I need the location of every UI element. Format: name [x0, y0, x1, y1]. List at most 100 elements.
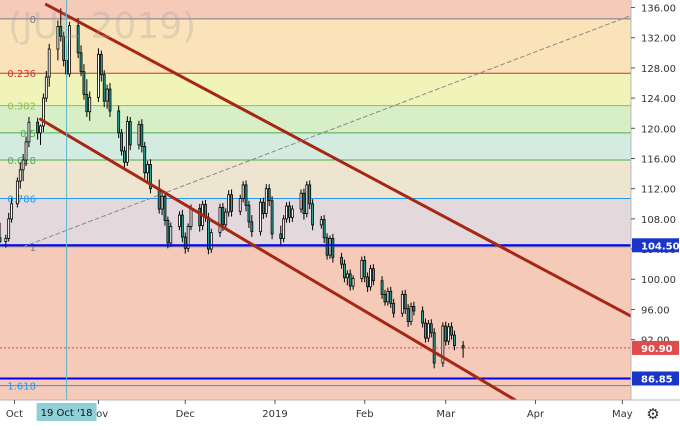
current-price-label-bg [632, 340, 679, 355]
candle-body [157, 188, 161, 210]
candle-body [380, 280, 384, 295]
candle-body [406, 308, 410, 322]
candle-body [56, 26, 60, 50]
candle-body [250, 221, 254, 233]
candle-body [386, 290, 390, 303]
price-tick-label: 128.00 [641, 64, 676, 75]
support-price-label-bg [632, 371, 679, 386]
candle-body [108, 88, 112, 112]
support-price-label: 86.85 [641, 374, 673, 385]
candle-body [209, 232, 213, 250]
candle-body [429, 323, 433, 334]
candle-body [244, 184, 248, 206]
candle-body [282, 218, 286, 239]
candle-body [345, 273, 349, 279]
candle-body [189, 207, 193, 227]
candle-body [351, 278, 355, 287]
candle-body [348, 273, 352, 287]
candle-body [360, 259, 364, 279]
candle-body [444, 325, 448, 342]
fib-band [0, 160, 631, 199]
candle-body [371, 268, 375, 282]
candle-body [140, 124, 144, 147]
candle-body [24, 141, 28, 161]
candle-body [10, 203, 13, 220]
time-tick-label: Mar [436, 409, 456, 420]
candle-body [363, 259, 367, 278]
time-tick-label: Dec [176, 409, 195, 420]
candle-body [403, 293, 407, 310]
candle-body [15, 180, 19, 205]
candle-body [76, 25, 80, 54]
support-price-label: 104.50 [641, 241, 680, 252]
price-tick-label: 120.00 [641, 124, 676, 135]
candle-body [68, 25, 71, 75]
price-tick-label: 112.00 [641, 185, 676, 196]
candle-body [290, 208, 294, 218]
candle-body [125, 121, 129, 163]
price-tick-label: 96.00 [641, 305, 670, 316]
candle-body [288, 205, 291, 218]
candle-body [62, 35, 66, 61]
candle-body [183, 236, 187, 249]
candle-body [461, 345, 465, 349]
candle-body [412, 306, 416, 312]
candle-body [285, 205, 288, 220]
candle-body [221, 207, 225, 226]
price-tick-label: 116.00 [641, 154, 676, 165]
candle-body [389, 290, 393, 304]
candle-body [447, 326, 451, 342]
candle-body [322, 219, 326, 239]
fib-diagonal [22, 1, 667, 248]
price-tick-label: 136.00 [641, 4, 676, 15]
candle-body [308, 184, 312, 205]
candle-body [39, 125, 42, 134]
fib-level-label: 0.236 [7, 69, 36, 80]
candle-body [302, 192, 306, 214]
price-axis-bg [631, 0, 680, 400]
candle-body [143, 146, 147, 174]
candle-body [59, 26, 63, 37]
fib-band [0, 385, 631, 400]
fib-level-label: 1 [30, 243, 36, 254]
candle-body [85, 93, 89, 113]
candle-body [47, 48, 51, 78]
fib-level-label: 0.786 [7, 194, 36, 205]
candle-body [264, 188, 268, 214]
time-tick-label: 2019 [262, 409, 287, 420]
candle-body [424, 322, 427, 339]
crosshair-date-label: 19 Oct '18 [41, 408, 93, 419]
candle-body [117, 110, 121, 134]
candle-body [18, 169, 22, 182]
candle-body [383, 293, 387, 303]
candle-body [163, 195, 167, 221]
candle-body [27, 121, 31, 143]
fib-level-label: 0.382 [7, 102, 36, 113]
fib-band [0, 0, 631, 19]
time-tick-label: Feb [356, 409, 374, 420]
candle-body [146, 164, 150, 174]
fib-band [0, 246, 631, 386]
time-tick-label: Oct [6, 409, 23, 420]
candle-body [366, 276, 370, 288]
fib-band [0, 18, 631, 74]
candle-body [259, 201, 262, 233]
candle-body [224, 211, 228, 226]
candle-body [279, 233, 283, 239]
candle-body [325, 237, 329, 256]
candle-body [241, 184, 245, 199]
candle-body [44, 76, 48, 99]
time-tick-label: Apr [527, 409, 545, 420]
candle-body [79, 52, 83, 73]
crosshair-date-label-bg [36, 403, 97, 421]
support-price-label-bg [632, 238, 679, 253]
candle-body [400, 293, 404, 314]
candle-body [97, 53, 100, 98]
candle-body [166, 219, 170, 244]
candle-body [102, 74, 106, 102]
gear-icon[interactable]: ⚙ [646, 405, 660, 423]
candle-body [218, 207, 222, 233]
candle-body [120, 132, 123, 152]
